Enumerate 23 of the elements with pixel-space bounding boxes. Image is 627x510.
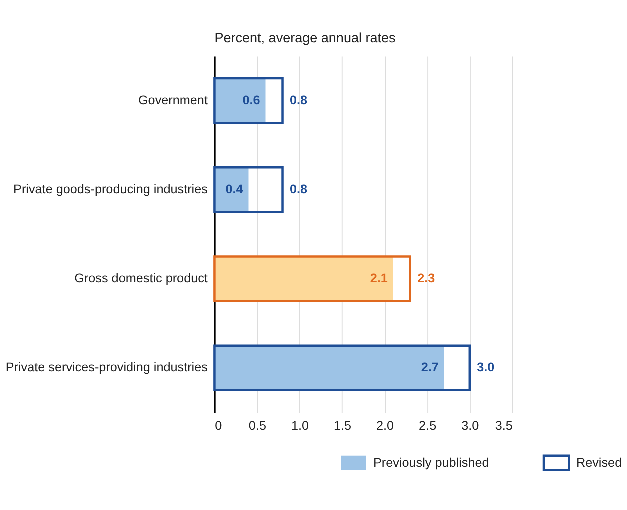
legend-label: Previously published	[373, 456, 490, 470]
x-tick-label: 2.0	[376, 419, 394, 434]
data-label: 2.1	[370, 272, 388, 286]
x-tick-label: 3.5	[495, 419, 513, 434]
x-tick-label: 1.0	[291, 419, 310, 434]
y-tick-label: Private services-providing industries	[6, 360, 208, 375]
legend-label: Revised	[576, 456, 622, 470]
x-tick-label: 2.5	[419, 419, 437, 434]
data-label: 0.8	[290, 93, 308, 108]
x-tick-label: 3.0	[462, 419, 480, 434]
x-tick-label: 1.5	[334, 419, 352, 434]
y-tick-label: Private goods-producing industries	[14, 182, 208, 197]
data-label: 2.3	[418, 272, 436, 286]
y-tick-label: Gross domestic product	[74, 272, 208, 286]
data-label: 0.6	[242, 93, 260, 108]
y-tick-label: Government	[138, 93, 208, 108]
data-label: 0.8	[290, 182, 308, 197]
data-label: 2.7	[421, 360, 439, 375]
data-label: 3.0	[477, 360, 495, 375]
x-tick-label: 0	[215, 419, 222, 434]
chart-title: Percent, average annual rates	[214, 30, 396, 46]
x-tick-label: 0.5	[248, 419, 266, 434]
data-label: 0.4	[226, 182, 244, 197]
